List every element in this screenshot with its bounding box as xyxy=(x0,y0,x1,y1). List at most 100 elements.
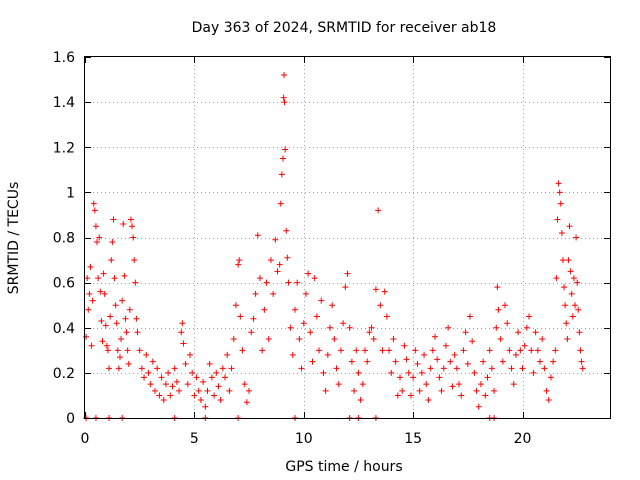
data-point xyxy=(517,347,524,354)
data-point xyxy=(92,223,99,230)
data-point xyxy=(289,351,296,358)
data-point xyxy=(292,306,298,313)
data-point xyxy=(344,270,351,277)
data-point xyxy=(121,272,128,279)
data-point xyxy=(421,351,428,358)
data-point xyxy=(329,302,336,309)
data-point xyxy=(283,227,290,234)
data-point xyxy=(477,381,484,388)
data-point xyxy=(495,306,502,313)
data-point xyxy=(390,336,397,343)
data-point xyxy=(96,234,103,241)
data-point xyxy=(543,387,550,394)
data-point xyxy=(134,329,141,336)
data-point xyxy=(480,358,487,365)
data-point xyxy=(113,320,120,327)
data-point xyxy=(335,381,342,388)
chart-title: Day 363 of 2024, SRMTID for receiver ab1… xyxy=(192,20,497,36)
y-tick-label: 1.6 xyxy=(53,50,75,66)
data-point xyxy=(281,99,288,106)
data-point xyxy=(370,336,377,343)
data-point xyxy=(237,313,244,320)
data-point xyxy=(138,365,145,372)
data-point xyxy=(248,329,255,336)
data-point xyxy=(346,324,353,331)
data-point xyxy=(149,358,156,365)
data-point xyxy=(399,387,406,394)
data-point xyxy=(123,329,130,336)
data-point xyxy=(91,207,98,214)
data-point xyxy=(337,347,344,354)
data-point xyxy=(184,381,191,388)
data-point xyxy=(425,396,432,403)
data-point xyxy=(464,360,471,367)
data-point xyxy=(141,374,148,381)
data-point xyxy=(107,313,114,320)
data-point xyxy=(108,257,115,264)
data-point xyxy=(497,336,504,343)
data-point xyxy=(235,261,242,268)
data-point xyxy=(493,324,500,331)
axis-ticks xyxy=(85,57,610,419)
data-point xyxy=(575,306,582,313)
data-point xyxy=(445,324,452,331)
data-point xyxy=(208,374,215,381)
data-point xyxy=(89,297,96,304)
data-point xyxy=(178,329,185,336)
data-point xyxy=(254,232,261,239)
data-point xyxy=(375,207,382,214)
y-tick-label: 1 xyxy=(66,185,75,201)
data-point xyxy=(322,387,329,394)
data-point xyxy=(534,347,541,354)
y-tick-label: 0.4 xyxy=(53,321,75,337)
data-point xyxy=(320,369,327,376)
data-point xyxy=(187,351,193,358)
data-point xyxy=(434,356,441,363)
data-point xyxy=(296,336,303,343)
data-point xyxy=(362,347,368,354)
data-point xyxy=(281,72,288,79)
data-point xyxy=(556,189,563,196)
data-point xyxy=(386,347,393,354)
data-point xyxy=(547,374,554,381)
data-point xyxy=(510,381,517,388)
data-point xyxy=(353,347,360,354)
data-point xyxy=(228,365,235,372)
data-point xyxy=(226,387,233,394)
data-point xyxy=(202,403,209,410)
data-point xyxy=(460,347,467,354)
data-point xyxy=(109,239,116,246)
data-point xyxy=(87,263,94,270)
data-point xyxy=(112,302,119,309)
data-point xyxy=(276,261,283,268)
data-point xyxy=(115,365,122,372)
data-point xyxy=(274,268,281,275)
data-point xyxy=(469,338,476,345)
data-point xyxy=(94,239,101,246)
data-point xyxy=(504,320,511,327)
data-point xyxy=(298,365,305,372)
data-point xyxy=(313,313,320,320)
data-point xyxy=(193,374,200,381)
data-point xyxy=(100,270,107,277)
data-point xyxy=(287,324,294,331)
data-point xyxy=(475,403,482,410)
data-point xyxy=(355,369,362,376)
data-point xyxy=(392,358,399,365)
data-point xyxy=(261,306,268,313)
data-point xyxy=(318,297,325,304)
data-point xyxy=(519,365,526,372)
data-point xyxy=(117,354,123,361)
data-point xyxy=(169,383,176,390)
y-tick-label: 0.2 xyxy=(53,366,75,382)
data-point xyxy=(565,257,572,264)
data-point xyxy=(453,365,460,372)
data-point xyxy=(528,347,535,354)
data-point xyxy=(467,313,473,320)
data-point xyxy=(458,392,465,399)
data-point xyxy=(340,320,347,327)
data-point xyxy=(491,387,498,394)
data-point xyxy=(416,387,423,394)
data-point xyxy=(130,234,137,241)
